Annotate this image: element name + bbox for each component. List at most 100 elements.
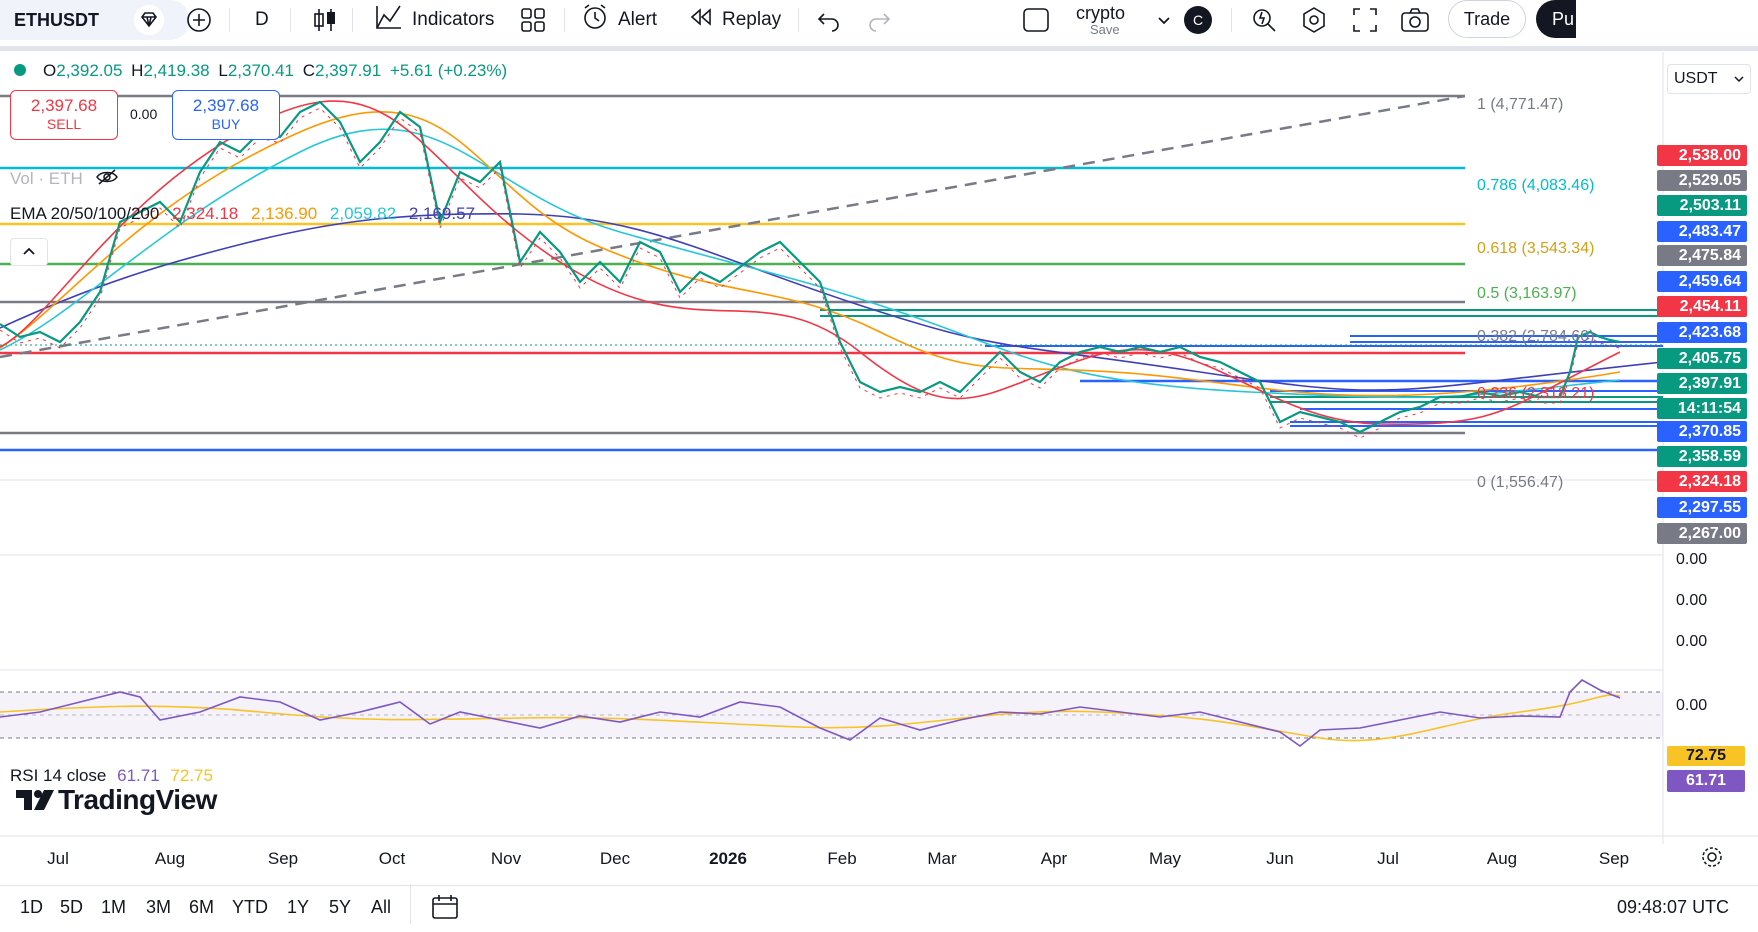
replay-icon [688, 5, 714, 35]
fib-label-0: 0 (1,556.47) [1477, 474, 1564, 491]
collapse-legend-button[interactable] [10, 238, 48, 266]
price-axis-label: 2,475.84 [1657, 245, 1747, 266]
range-button-5y[interactable]: 5Y [329, 897, 352, 917]
chevron-down-icon [1734, 70, 1744, 88]
range-button-1d[interactable]: 1D [20, 897, 44, 917]
buy-label: BUY [211, 116, 241, 132]
range-button-1m[interactable]: 1M [101, 897, 127, 917]
price-axis-label: 2,297.55 [1657, 497, 1747, 518]
time-axis-label: Sep [267, 849, 299, 868]
change-value: +5.61 (+0.23%) [389, 61, 508, 80]
buy-button[interactable]: 2,397.68 BUY [172, 90, 280, 140]
range-button-5d[interactable]: 5D [60, 897, 84, 917]
chevron-down-icon[interactable] [1156, 0, 1172, 40]
price-axis-label: 2,483.47 [1657, 221, 1747, 242]
utc-clock[interactable]: 09:48:07 UTC [1617, 897, 1730, 917]
range-button-ytd[interactable]: YTD [232, 897, 268, 917]
diamond-icon[interactable] [132, 0, 166, 40]
sub-scale-3: 0.00 [1676, 633, 1708, 650]
currency-value: USDT [1674, 70, 1718, 87]
close-label: C [302, 61, 316, 80]
replay-button[interactable]: Replay [688, 0, 781, 40]
tradingview-logo-icon [16, 790, 54, 810]
price-axis-label: 2,267.00 [1657, 523, 1747, 544]
range-button-1y[interactable]: 1Y [287, 897, 310, 917]
settings-icon[interactable] [1300, 0, 1328, 40]
indicators-icon [374, 3, 404, 37]
eye-off-icon[interactable] [95, 168, 119, 191]
buy-price: 2,397.68 [192, 96, 260, 115]
time-axis-label: Feb [827, 849, 857, 868]
price-axis-label: 14:11:54 [1657, 398, 1747, 419]
sell-button[interactable]: 2,397.68 SELL [10, 90, 118, 140]
rsi-legend[interactable]: RSI 14 close 61.71 72.75 [10, 766, 213, 786]
alarm-icon [580, 2, 610, 38]
redo-icon[interactable] [866, 0, 892, 40]
layout-save-label[interactable]: Save [1090, 22, 1120, 37]
range-button-6m[interactable]: 6M [189, 897, 215, 917]
price-axis-label: 2,423.68 [1657, 322, 1747, 343]
time-axis-label: 2026 [709, 849, 747, 868]
interval-button[interactable]: D [255, 9, 269, 30]
chart-canvas[interactable] [0, 52, 1758, 844]
time-axis-label: May [1148, 849, 1182, 868]
publish-button[interactable]: Pu [1536, 0, 1576, 38]
fib-label-1: 1 (4,771.47) [1477, 96, 1564, 113]
high-value: 2,419.38 [143, 61, 210, 80]
sell-price: 2,397.68 [30, 96, 98, 115]
calendar-icon[interactable] [430, 893, 460, 926]
ema100-value: 2,059.82 [329, 204, 397, 223]
currency-select[interactable]: USDT [1667, 64, 1751, 94]
fib-label-05: 0.5 (3,163.97) [1477, 285, 1577, 302]
time-axis-label: Aug [1486, 849, 1518, 868]
indicators-button[interactable]: Indicators [374, 0, 494, 40]
alert-button[interactable]: Alert [580, 0, 657, 40]
replay-label: Replay [722, 9, 782, 30]
open-label: O [43, 61, 57, 80]
ema-legend[interactable]: EMA 20/50/100/200 2,324.18 2,136.90 2,05… [10, 204, 475, 224]
square-icon[interactable] [1022, 0, 1050, 40]
spread-value: 0.00 [130, 106, 158, 122]
time-axis-label: Aug [154, 849, 186, 868]
volume-label: Vol · ETH [10, 168, 83, 188]
layout-name[interactable]: crypto [1076, 3, 1126, 23]
sell-label: SELL [46, 116, 82, 132]
ema50-value: 2,136.90 [251, 204, 318, 223]
quick-search-icon[interactable] [1250, 0, 1278, 40]
undo-icon[interactable] [816, 0, 842, 40]
rsi-price-label: 61.71 [1667, 770, 1745, 792]
grid-icon[interactable] [520, 0, 546, 40]
rsi-ma-value: 72.75 [170, 766, 213, 785]
price-axis-label: 2,397.91 [1657, 373, 1747, 394]
ema20-value: 2,324.18 [172, 204, 239, 223]
volume-legend[interactable]: Vol · ETH [10, 168, 119, 191]
range-button-3m[interactable]: 3M [146, 897, 172, 917]
close-value: 2,397.91 [315, 61, 382, 80]
fullscreen-icon[interactable] [1352, 0, 1378, 40]
gear-icon[interactable] [1700, 845, 1724, 874]
sub-scale-1: 0.00 [1676, 551, 1708, 568]
layout-avatar[interactable]: C [1184, 6, 1212, 34]
market-status-dot[interactable] [14, 64, 26, 76]
plus-circle-icon[interactable] [185, 0, 213, 40]
price-axis-label: 2,405.75 [1657, 348, 1747, 369]
rsi-label: RSI 14 close [10, 766, 107, 785]
ema-label: EMA 20/50/100/200 [10, 204, 160, 223]
price-axis-label: 2,538.00 [1657, 145, 1747, 166]
time-axis-label: Mar [927, 849, 957, 868]
indicators-label: Indicators [412, 9, 495, 30]
tradingview-logo[interactable]: TradingView [12, 784, 221, 816]
sub-scale-2: 0.00 [1676, 592, 1708, 609]
camera-icon[interactable] [1400, 0, 1430, 40]
symbol-name[interactable]: ETHUSDT [14, 9, 99, 30]
top-toolbar: ETHUSDT D Indicators Alert Replay crypto… [0, 0, 1758, 40]
low-label: L [218, 61, 228, 80]
time-axis-label: Sep [1598, 849, 1630, 868]
candles-icon[interactable] [312, 0, 338, 40]
fib-label-0236: 0.236 (2,318.21) [1477, 385, 1595, 402]
range-button-all[interactable]: All [371, 897, 392, 917]
fib-label-0618: 0.618 (3,543.34) [1477, 240, 1595, 257]
tradingview-logo-text: TradingView [58, 784, 217, 815]
trade-button[interactable]: Trade [1448, 0, 1526, 38]
price-axis-label: 2,459.64 [1657, 271, 1747, 292]
